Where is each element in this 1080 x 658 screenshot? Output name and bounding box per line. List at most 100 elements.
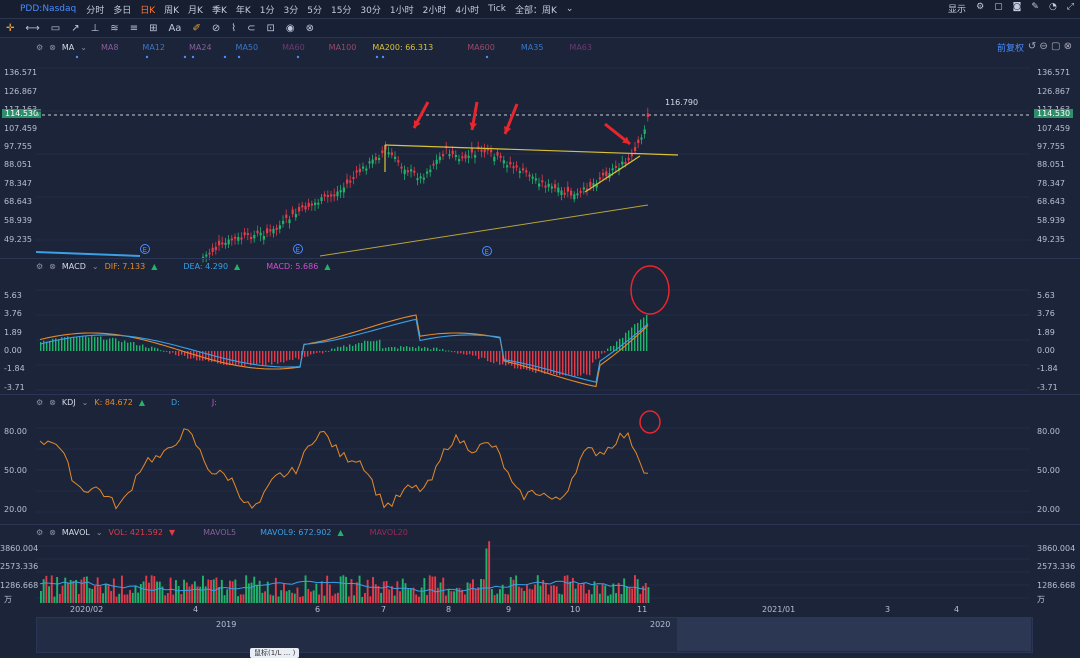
display-menu[interactable]: 显示 <box>948 5 967 15</box>
earnings-marker-label: E <box>485 248 489 256</box>
pencil-icon[interactable]: ✐ <box>192 22 201 34</box>
channel-tool-icon[interactable]: ≋ <box>110 22 119 34</box>
close-icon[interactable]: ⊗ <box>49 528 56 537</box>
volume-bar <box>631 588 634 603</box>
close-icon[interactable]: ⊗ <box>49 43 56 52</box>
camera-icon[interactable]: ◙ <box>1012 2 1022 12</box>
macd-bar <box>493 351 495 364</box>
close-icon[interactable]: ⊗ <box>49 262 56 271</box>
tf-fenshi[interactable]: 分时 <box>86 5 105 16</box>
gear-icon[interactable]: ⚙ <box>976 2 985 12</box>
settings-icon[interactable]: ⚙ <box>36 528 44 537</box>
settings-icon[interactable]: ⚙ <box>36 262 44 271</box>
volume-bar <box>220 579 223 603</box>
volume-bar <box>607 595 609 603</box>
macd-bar <box>64 337 66 351</box>
candle <box>336 191 339 197</box>
macd-bar <box>46 341 48 351</box>
tf-5min[interactable]: 5分 <box>307 5 322 16</box>
macd-bar <box>583 351 585 374</box>
symbol-label[interactable]: PDD:Nasdaq <box>20 4 77 14</box>
volume-bar <box>404 583 407 603</box>
alert-icon[interactable]: ◔ <box>1048 2 1057 12</box>
note-icon[interactable]: ✎ <box>1031 2 1039 12</box>
tf-1min[interactable]: 1分 <box>259 5 275 16</box>
fib-tool-icon[interactable]: ≡ <box>129 22 139 34</box>
settings-icon[interactable]: ⚙ <box>36 43 44 52</box>
text-tool-icon[interactable]: Aa <box>168 22 182 34</box>
tf-monthly[interactable]: 月K <box>188 5 203 16</box>
volume-bar <box>620 594 623 603</box>
macd-bar <box>190 351 192 359</box>
volume-bar <box>250 582 253 603</box>
tf-daily[interactable]: 日K <box>140 5 156 16</box>
tf-30min[interactable]: 30分 <box>360 5 381 16</box>
crosshair-icon[interactable]: ✛ <box>6 22 15 34</box>
tf-yearly[interactable]: 年K <box>235 5 251 16</box>
close-icon[interactable]: ⊗ <box>49 398 56 407</box>
x-label: 7 <box>381 605 387 614</box>
chevron-down-icon[interactable]: ⌄ <box>95 528 103 537</box>
tf-1h[interactable]: 1小时 <box>389 5 414 16</box>
macd-bar <box>199 351 201 361</box>
brush-icon[interactable]: ⌇ <box>231 22 237 34</box>
x-label: 2020/02 <box>70 605 104 614</box>
macd-bar <box>304 351 306 357</box>
restore-icon[interactable]: ▢ <box>1050 41 1061 52</box>
tf-weekly[interactable]: 周K <box>164 5 180 16</box>
gann-tool-icon[interactable]: ⊞ <box>149 22 158 34</box>
chevron-down-icon[interactable]: ⌄ <box>80 43 87 52</box>
tf-15min[interactable]: 15分 <box>330 5 352 16</box>
tf-tick[interactable]: Tick <box>488 4 506 14</box>
reset-icon[interactable]: ↺ <box>1027 41 1037 52</box>
candle <box>541 180 544 183</box>
close-pane-icon[interactable]: ⊗ <box>1063 41 1072 52</box>
candle <box>589 181 592 187</box>
hline-tool-icon[interactable]: ⊥ <box>90 22 100 34</box>
volume-bar <box>461 589 464 603</box>
tf-duori[interactable]: 多日 <box>113 5 132 16</box>
volume-bar <box>436 587 439 603</box>
chevron-down-icon[interactable]: ⌄ <box>91 262 99 271</box>
chevron-down-icon[interactable]: ⌄ <box>565 4 574 14</box>
volume-bar <box>512 579 515 603</box>
macd-bar <box>403 347 405 351</box>
axis-label: 20.00 <box>1037 505 1060 514</box>
volume-bar <box>598 593 601 603</box>
candle <box>576 193 579 196</box>
tf-quarterly[interactable]: 季K <box>211 5 227 16</box>
ruler-icon[interactable]: ⊘ <box>211 22 221 34</box>
lock-icon[interactable]: ⊡ <box>266 22 275 34</box>
settings-icon[interactable]: ⚙ <box>36 398 44 407</box>
macd-bar <box>556 351 558 376</box>
magnet-icon[interactable]: ⊂ <box>247 22 256 34</box>
layout-icon[interactable]: ▢ <box>994 2 1003 12</box>
axis-label: 126.867 <box>4 87 38 96</box>
tf-all-weekly[interactable]: 全部：周K <box>514 5 557 16</box>
minimize-icon[interactable]: ⊖ <box>1039 41 1048 52</box>
candle <box>557 187 560 193</box>
tf-4h[interactable]: 4小时 <box>455 5 480 16</box>
fullscreen-icon[interactable]: ⤢ <box>1066 2 1074 12</box>
chevron-down-icon[interactable]: ⌄ <box>81 398 89 407</box>
rect-tool-icon[interactable]: ▭ <box>50 22 61 34</box>
volume-bar <box>380 592 383 603</box>
ray-tool-icon[interactable]: ↗ <box>71 22 80 34</box>
tf-2h[interactable]: 2小时 <box>422 5 447 16</box>
adjust-mode-label[interactable]: 前复权 <box>996 44 1024 54</box>
volume-bar <box>528 588 531 603</box>
candle <box>390 152 393 156</box>
eye-icon[interactable]: ◉ <box>285 22 295 34</box>
trash-icon[interactable]: ⊗ <box>305 22 315 34</box>
range-selection[interactable] <box>677 617 1031 651</box>
macd-bar <box>544 351 546 374</box>
volume-bar <box>126 594 129 603</box>
tf-3min[interactable]: 3分 <box>283 5 299 16</box>
macd-bar <box>277 351 279 364</box>
volume-bar <box>283 583 285 603</box>
macd-bar <box>235 351 237 366</box>
macd-bar <box>181 351 183 355</box>
line-tool-icon[interactable]: ⟷ <box>25 22 40 34</box>
